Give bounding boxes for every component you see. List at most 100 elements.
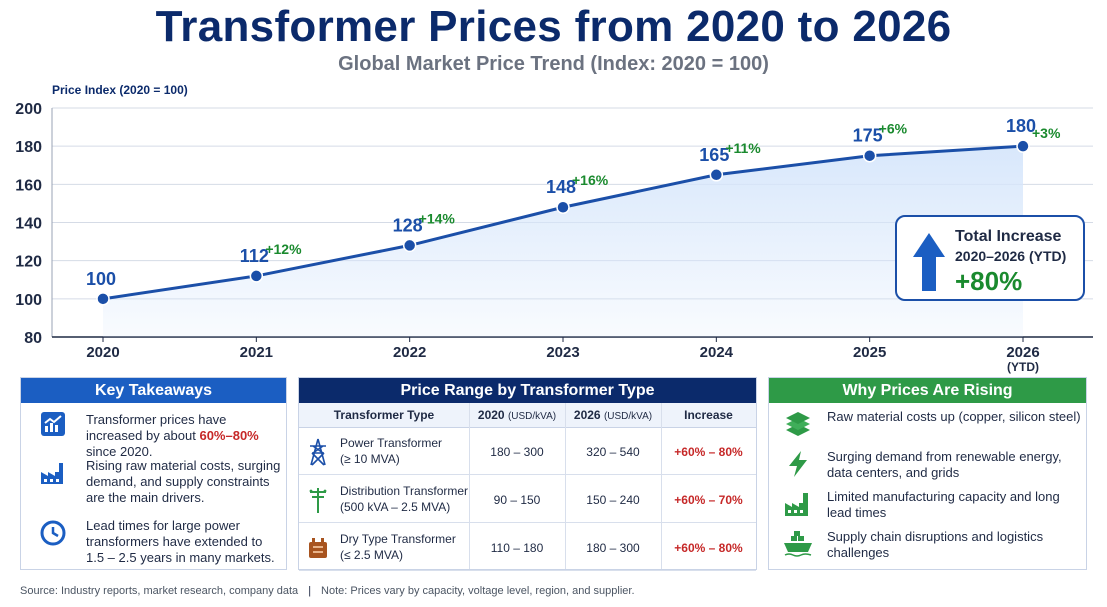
transformer-type-name: Power Transformer [340, 436, 443, 450]
takeaway-text: Lead times for large power transformers … [86, 518, 275, 565]
data-value-label: 148 [546, 177, 576, 197]
y-tick-label: 160 [15, 177, 42, 194]
table-row: Dry Type Transformer (≤ 2.5 MVA) 110 – 18… [299, 524, 756, 571]
reason-text: Supply chain disruptions and logistics c… [827, 529, 1044, 560]
transformer-type-name: Dry Type Transformer [340, 532, 456, 546]
column-divider [661, 403, 662, 569]
x-tick-label: 2024 [700, 344, 734, 361]
col-header-2026-unit: (USD/kVA) [603, 411, 653, 422]
factory-icon [41, 463, 63, 484]
y-tick-label: 180 [15, 139, 42, 156]
x-tick-label: 2023 [546, 344, 579, 361]
data-point [249, 269, 264, 283]
x-tick-sublabel: (YTD) [1007, 360, 1039, 374]
transformer-type-spec: (≥ 10 MVA) [340, 452, 400, 466]
price-2026: 320 – 540 [586, 444, 640, 459]
reason-text: Limited manufacturing capacity and long … [827, 489, 1060, 520]
transformer-type: Power Transformer (≥ 10 MVA) [340, 435, 480, 467]
reason-text: Surging demand from renewable energy, da… [827, 449, 1062, 480]
why-rising-panel: Why Prices Are Rising Raw material costs… [768, 377, 1087, 570]
col-header-2026: 2026 (USD/kVA) [565, 403, 661, 428]
price-2020: 90 – 150 [493, 492, 541, 507]
key-takeaways-title: Key Takeaways [21, 378, 286, 403]
price-2026: 180 – 300 [586, 540, 640, 555]
rising-chart-icon [41, 412, 65, 436]
data-value-label: 128 [393, 215, 423, 235]
takeaway-text: Rising raw material costs, surging deman… [86, 458, 281, 505]
data-change-label: +12% [265, 241, 302, 257]
total-increase-value: +80% [955, 266, 1023, 296]
price-range-panel: Price Range by Transformer Type Transfor… [298, 377, 757, 571]
transmission-tower-icon [310, 438, 326, 466]
factory-icon [785, 493, 808, 516]
y-tick-label: 200 [15, 101, 42, 118]
utility-pole-icon [309, 488, 327, 513]
total-increase-period: 2020–2026 (YTD) [955, 248, 1067, 264]
data-change-label: +11% [725, 140, 761, 156]
price-2026: 150 – 240 [586, 492, 640, 507]
transformer-type-spec: (500 kVA – 2.5 MVA) [340, 500, 451, 514]
price-2020: 110 – 180 [490, 540, 544, 555]
data-change-label: +14% [419, 210, 456, 226]
data-change-label: +6% [879, 121, 908, 137]
col-header-2026-label: 2026 [573, 408, 601, 422]
footer-note: Note: Prices vary by capacity, voltage l… [321, 585, 635, 597]
x-tick-label: 2020 [86, 344, 119, 361]
y-axis-title: Price Index (2020 = 100) [52, 83, 188, 97]
footer-source: Source: Industry reports, market researc… [20, 585, 299, 597]
x-tick-label: 2026 [1006, 344, 1039, 361]
reason-text: Raw material costs up (copper, silicon s… [827, 409, 1081, 424]
series-area [103, 146, 1023, 337]
y-tick-label: 80 [24, 330, 42, 347]
page-title: Transformer Prices from 2020 to 2026 [155, 2, 952, 51]
transformer-type: Dry Type Transformer (≤ 2.5 MVA) [340, 531, 480, 563]
x-tick-label: 2025 [853, 344, 886, 361]
x-tick-label: 2022 [393, 344, 426, 361]
cargo-ship-icon [784, 531, 812, 557]
transformer-type-spec: (≤ 2.5 MVA) [340, 548, 404, 562]
takeaway-highlight: 60%–80% [199, 428, 259, 443]
column-divider [469, 403, 470, 569]
takeaway-text-end: since 2020. [86, 444, 153, 459]
key-takeaways-panel: Key Takeaways Transformer prices have in… [20, 377, 287, 570]
data-point [1016, 139, 1030, 153]
data-value-label: 112 [240, 246, 269, 266]
price-range-title: Price Range by Transformer Type [299, 378, 756, 403]
x-tick-label: 2021 [240, 344, 273, 361]
price-increase: +60% – 80% [674, 540, 743, 555]
takeaway-text-start: Transformer prices have increased by abo… [86, 412, 227, 443]
col-header-type: Transformer Type [333, 408, 435, 422]
col-header-increase: Increase [684, 408, 733, 422]
price-increase: +60% – 80% [674, 444, 743, 459]
total-increase-box: Total Increase 2020–2026 (YTD) +80% [895, 215, 1085, 301]
table-header: Transformer Type 2020 (USD/kVA) 2026 (US… [299, 403, 756, 428]
data-point [862, 148, 877, 163]
data-point [96, 292, 110, 306]
lightning-icon [789, 451, 807, 477]
price-increase: +60% – 70% [674, 492, 743, 507]
col-header-2020-label: 2020 [477, 408, 505, 422]
transformer-type-name: Distribution Transformer [340, 484, 469, 498]
col-header-2020: 2020 (USD/kVA) [469, 403, 565, 428]
page-subtitle: Global Market Price Trend (Index: 2020 =… [338, 53, 769, 75]
takeaway-text: Transformer prices have increased by abo… [86, 412, 281, 460]
data-value-label: 180 [1006, 116, 1036, 136]
why-rising-title: Why Prices Are Rising [769, 378, 1086, 403]
transformer-type: Distribution Transformer (500 kVA – 2.5 M… [340, 483, 480, 515]
data-point [709, 168, 724, 182]
total-increase-label: Total Increase [955, 228, 1062, 245]
clock-icon [40, 520, 66, 546]
table-row: Power Transformer (≥ 10 MVA) 180 – 300 32… [299, 428, 756, 475]
data-change-label: +3% [1032, 125, 1061, 141]
data-value-label: 165 [699, 145, 729, 165]
data-value-label: 100 [86, 269, 116, 289]
column-divider [565, 403, 566, 569]
y-tick-label: 120 [15, 254, 42, 271]
price-2020: 180 – 300 [490, 444, 544, 459]
up-arrow-icon [913, 233, 945, 291]
y-tick-label: 140 [15, 216, 42, 233]
y-tick-label: 100 [15, 292, 42, 309]
data-point [556, 200, 570, 214]
footer: Source: Industry reports, market researc… [20, 585, 635, 597]
table-row: Distribution Transformer (500 kVA – 2.5 M… [299, 476, 756, 523]
